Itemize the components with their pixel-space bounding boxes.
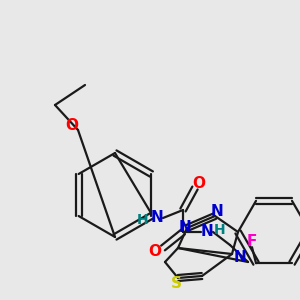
Text: N: N [211,205,224,220]
Text: N: N [201,224,213,239]
Text: N: N [151,211,164,226]
Text: O: O [65,118,79,133]
Text: N: N [234,250,246,266]
Text: O: O [193,176,206,191]
Text: F: F [247,234,257,249]
Text: H: H [137,213,149,227]
Text: H: H [214,223,226,237]
Text: N: N [178,220,191,236]
Text: S: S [170,277,182,292]
Text: O: O [148,244,161,260]
